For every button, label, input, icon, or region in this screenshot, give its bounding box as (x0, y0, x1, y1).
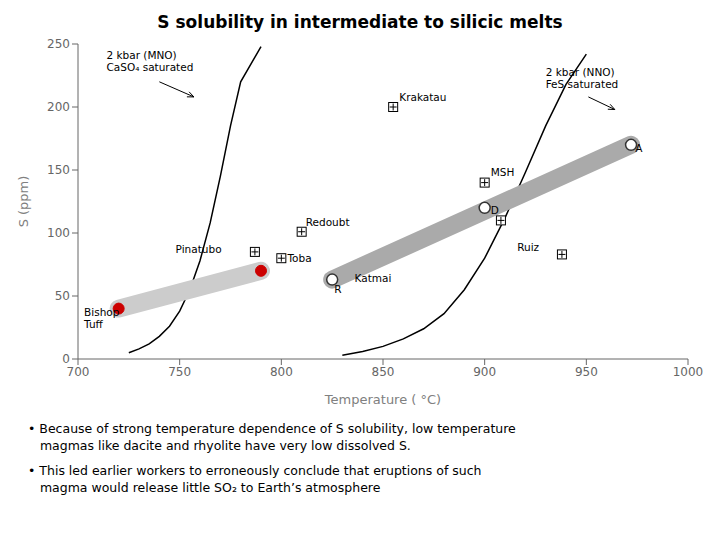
html-text:• Because of strong temperatur: • Because of strong temperature dependen… (28, 421, 516, 436)
svg-text:D: D (491, 204, 499, 216)
svg-text:750: 750 (168, 365, 191, 379)
svg-text:0: 0 (62, 352, 70, 366)
svg-text:950: 950 (575, 365, 598, 379)
html-text:magma would release little SO₂: magma would release little SO₂ to Earth’… (28, 480, 381, 495)
svg-text:850: 850 (372, 365, 395, 379)
svg-text:150: 150 (47, 163, 70, 177)
svg-text:100: 100 (47, 226, 70, 240)
svg-text:Ruiz: Ruiz (517, 241, 539, 253)
svg-text:50: 50 (55, 289, 70, 303)
svg-text:800: 800 (270, 365, 293, 379)
html-text:S solubility in intermediate t: S solubility in intermediate to silicic … (157, 12, 563, 32)
svg-text:700: 700 (67, 365, 90, 379)
svg-text:R: R (334, 283, 341, 295)
svg-text:1000: 1000 (673, 365, 704, 379)
svg-text:Katmai: Katmai (355, 272, 392, 284)
html-text:• This led earlier workers to: • This led earlier workers to erroneousl… (28, 463, 482, 478)
svg-text:Redoubt: Redoubt (306, 216, 350, 228)
svg-text:900: 900 (473, 365, 496, 379)
svg-text:200: 200 (47, 100, 70, 114)
svg-text:Krakatau: Krakatau (399, 91, 446, 103)
svg-text:250: 250 (47, 37, 70, 51)
svg-text:BishopTuff: BishopTuff (83, 306, 120, 330)
svg-text:2 kbar (NNO)FeS saturated: 2 kbar (NNO)FeS saturated (546, 66, 619, 90)
svg-text:2 kbar (MNO)CaSO₄ saturated: 2 kbar (MNO)CaSO₄ saturated (106, 49, 193, 73)
svg-text:MSH: MSH (491, 166, 515, 178)
html-text:magmas like dacite and rhyolit: magmas like dacite and rhyolite have ver… (28, 438, 411, 453)
svg-text:Toba: Toba (286, 252, 311, 264)
svg-text:Temperature ( °C): Temperature ( °C) (324, 392, 441, 407)
svg-text:A: A (635, 142, 643, 154)
svg-text:S (ppm): S (ppm) (16, 176, 31, 228)
svg-text:Pinatubo: Pinatubo (176, 243, 222, 255)
